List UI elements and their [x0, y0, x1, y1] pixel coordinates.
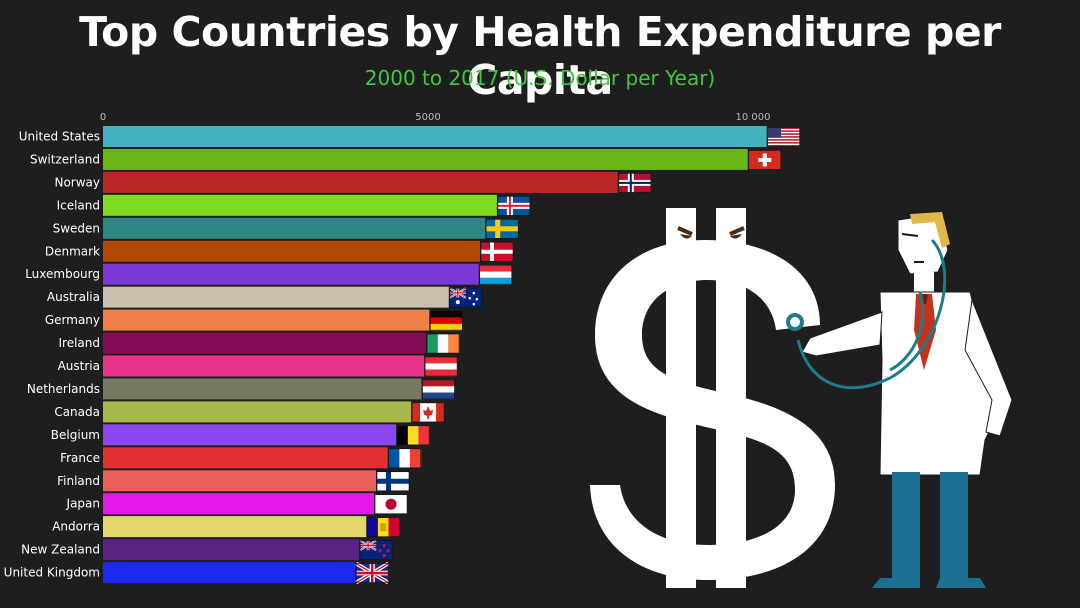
doctor-icon	[801, 212, 1013, 588]
bar	[103, 126, 767, 147]
category-label: France	[60, 451, 100, 465]
x-tick-label: 10 000	[736, 112, 771, 123]
de-flag-icon	[429, 310, 463, 331]
category-label: Austria	[58, 359, 100, 373]
category-label: Andorra	[52, 520, 100, 534]
x-tick-label: 0	[100, 112, 106, 123]
category-label: Iceland	[57, 198, 100, 212]
gb-flag-icon	[355, 561, 390, 585]
fi-flag-icon	[376, 471, 410, 492]
bar	[103, 171, 618, 193]
bar	[103, 539, 360, 561]
bar	[103, 194, 497, 216]
at-flag-icon	[424, 356, 458, 377]
category-label: Denmark	[45, 244, 100, 258]
bar	[103, 286, 449, 308]
bar	[103, 424, 397, 446]
x-tick-label: 5000	[415, 112, 440, 123]
us-flag-icon	[767, 127, 800, 147]
category-label: Finland	[57, 474, 100, 488]
category-label: Germany	[45, 313, 100, 327]
no-flag-icon	[618, 173, 652, 193]
bar	[103, 378, 422, 400]
ad-flag-icon	[366, 517, 400, 537]
lu-flag-icon	[479, 264, 513, 285]
bar	[103, 401, 412, 423]
bar	[103, 562, 356, 584]
bar	[103, 470, 376, 492]
be-flag-icon	[396, 425, 430, 446]
se-flag-icon	[485, 219, 519, 239]
fr-flag-icon	[388, 448, 422, 469]
category-label: Netherlands	[27, 382, 100, 396]
bar	[103, 217, 486, 239]
category-label: Canada	[54, 405, 100, 419]
nl-flag-icon	[422, 379, 455, 400]
chart-subtitle: 2000 to 2017 (U.S. Dollar per Year)	[364, 66, 716, 90]
bar	[103, 493, 375, 515]
category-label: Sweden	[53, 221, 100, 235]
category-label: Japan	[66, 497, 100, 511]
bar	[103, 148, 748, 170]
bar	[103, 240, 480, 262]
is-flag-icon	[497, 196, 531, 216]
category-label: Switzerland	[30, 152, 100, 166]
bar	[103, 263, 479, 285]
dk-flag-icon	[480, 241, 514, 262]
category-label: Norway	[54, 175, 100, 189]
ca-flag-icon	[411, 402, 445, 423]
jp-flag-icon	[374, 494, 408, 515]
category-label: Ireland	[58, 336, 100, 350]
bar	[103, 309, 430, 331]
stethoscope-icon	[786, 238, 947, 390]
category-label: United Kingdom	[4, 566, 100, 580]
dollar-sign-icon	[590, 208, 835, 588]
bar	[103, 447, 388, 469]
chart-title: Top Countries by Health Expenditure per …	[79, 8, 1001, 104]
doctor-dollar-illustration	[590, 208, 1013, 588]
category-label: New Zealand	[21, 543, 100, 557]
category-label: Australia	[47, 290, 100, 304]
category-label: Luxembourg	[25, 267, 100, 281]
ch-flag-icon	[748, 150, 782, 170]
au-flag-icon	[449, 287, 483, 308]
bar	[103, 516, 367, 538]
ie-flag-icon	[426, 333, 460, 354]
category-label: Belgium	[51, 428, 100, 442]
category-label: United States	[19, 130, 100, 144]
bar	[103, 355, 425, 377]
bar	[103, 332, 427, 354]
nz-flag-icon	[359, 539, 393, 560]
